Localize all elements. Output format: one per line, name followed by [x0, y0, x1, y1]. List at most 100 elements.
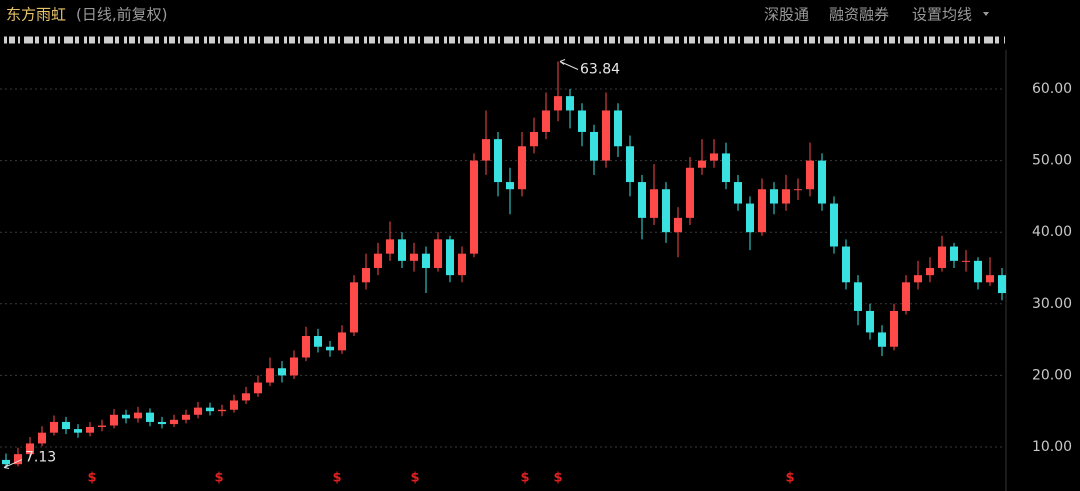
candle-body: [26, 443, 34, 455]
candle-body: [194, 407, 202, 415]
candle-body: [98, 425, 106, 427]
y-tick-label: 10.00: [1032, 439, 1072, 455]
tab-link[interactable]: 融资融券: [829, 6, 889, 24]
event-marker[interactable]: $: [785, 471, 794, 486]
event-marker[interactable]: $: [214, 471, 223, 486]
y-tick-label: 20.00: [1032, 367, 1072, 383]
candle-body: [674, 217, 682, 233]
candle-body: [134, 412, 142, 419]
candle-body: [110, 414, 118, 426]
candle-body: [590, 131, 598, 161]
y-tick-label: 50.00: [1032, 153, 1072, 169]
candle-body: [338, 332, 346, 351]
candle-body: [530, 131, 538, 147]
candle-body: [218, 409, 226, 412]
candle-body: [686, 167, 694, 218]
candle-body: [554, 96, 562, 111]
tab-link[interactable]: 设置均线: [912, 6, 972, 24]
candle-body: [458, 253, 466, 276]
candle-body: [146, 412, 154, 422]
candle-body: [974, 260, 982, 283]
candle-body: [890, 310, 898, 347]
candle-body: [158, 421, 166, 425]
candle-body: [170, 419, 178, 425]
candle-body: [854, 282, 862, 311]
candle-body: [770, 189, 778, 204]
y-tick-label: 30.00: [1032, 296, 1072, 312]
candle-body: [614, 110, 622, 147]
candle-body: [422, 253, 430, 268]
candle-body: [182, 414, 190, 420]
event-markers: $ $ $ $ $ $ $: [87, 471, 794, 486]
candle-body: [698, 160, 706, 168]
candle-body: [50, 421, 58, 433]
candle-body: [902, 282, 910, 311]
candle-body: [830, 203, 838, 247]
candle-body: [602, 110, 610, 161]
candle-body: [938, 246, 946, 268]
candle-body: [722, 153, 730, 183]
candle-body: [758, 189, 766, 233]
candle-body: [734, 182, 742, 204]
candle-body: [62, 421, 70, 430]
candle-body: [302, 336, 310, 358]
candle-body: [350, 282, 358, 333]
candle-body: [818, 160, 826, 204]
candle-body: [878, 332, 886, 347]
candle-body: [470, 160, 478, 254]
candle-body: [518, 146, 526, 190]
candle-body: [926, 267, 934, 276]
stock-name: 东方雨虹: [6, 6, 66, 24]
candle-body: [434, 239, 442, 268]
candle-body: [998, 275, 1006, 294]
event-marker[interactable]: $: [87, 471, 96, 486]
candle-body: [650, 189, 658, 218]
candle-body: [2, 459, 10, 465]
candle-body: [578, 110, 586, 132]
low-annotation: 7.13: [25, 450, 56, 466]
candle-body: [494, 139, 502, 183]
candle-body: [206, 407, 214, 412]
dropdown-arrow[interactable]: [983, 12, 989, 16]
candle-body: [38, 432, 46, 444]
event-marker[interactable]: $: [520, 471, 529, 486]
y-tick-label: 60.00: [1032, 81, 1072, 97]
event-marker[interactable]: $: [553, 471, 562, 486]
candle-body: [242, 393, 250, 401]
annotation-arrow: [559, 59, 579, 70]
candle-body: [266, 368, 274, 383]
candle-body: [482, 139, 490, 161]
candle-body: [710, 153, 718, 161]
high-annotation: 63.84: [580, 61, 620, 77]
candle-body: [290, 357, 298, 376]
candle-body: [914, 275, 922, 283]
y-tick-label: 40.00: [1032, 224, 1072, 240]
candle-body: [542, 110, 550, 132]
event-marker[interactable]: $: [410, 471, 419, 486]
candle-body: [14, 454, 22, 465]
candle-body: [842, 246, 850, 283]
candle-body: [794, 189, 802, 191]
candle-body: [950, 246, 958, 261]
candle-body: [122, 414, 130, 419]
candle-body: [746, 203, 754, 233]
candle-body: [362, 267, 370, 283]
candle-body: [278, 368, 286, 376]
candle-body: [230, 400, 238, 410]
candle-body: [398, 239, 406, 261]
candle-body: [782, 189, 790, 204]
candle-body: [986, 275, 994, 283]
candle-body: [806, 160, 814, 190]
candle-body: [410, 253, 418, 261]
candle-body: [374, 253, 382, 268]
event-marker[interactable]: $: [332, 471, 341, 486]
candle-body: [254, 382, 262, 394]
candle-body: [446, 239, 454, 276]
candle-body: [326, 346, 334, 351]
tab-link[interactable]: 深股通: [764, 6, 809, 24]
chart-mode: (日线,前复权): [76, 6, 167, 24]
candle-body: [314, 336, 322, 347]
candle-body: [662, 189, 670, 233]
candle-body: [566, 96, 574, 111]
